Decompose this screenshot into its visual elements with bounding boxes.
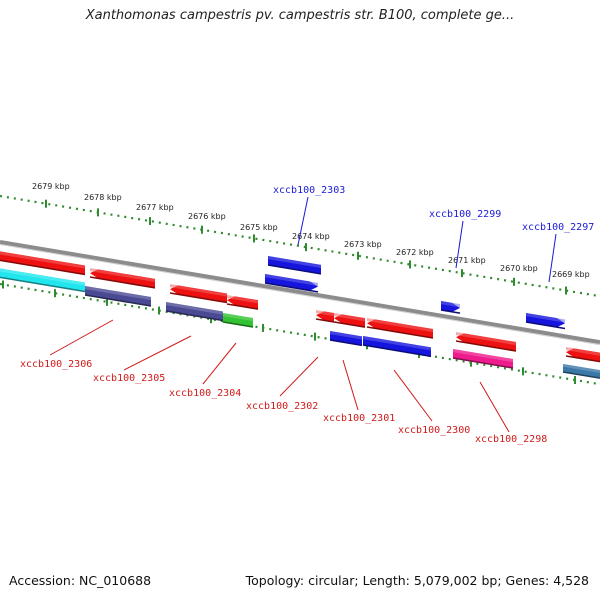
- gene-xccb100-2306b: [0, 268, 86, 293]
- scale-label: 2672 kbp: [396, 248, 434, 257]
- label-xccb100-2300: xccb100_2300: [398, 425, 470, 436]
- scale-label: 2678 kbp: [84, 193, 122, 202]
- label-xccb100-2303: xccb100_2303: [273, 185, 345, 196]
- gene-xccb100-2301a: [333, 313, 366, 328]
- gene-xccb100-2303a: [267, 256, 322, 275]
- label-xccb100-2297: xccb100_2297: [522, 222, 594, 233]
- label-xccb100-2306: xccb100_2306: [20, 359, 92, 370]
- gene-xccb100-2305a: [89, 268, 156, 289]
- scale-label: 2677 kbp: [136, 203, 174, 212]
- label-xccb100-2304-leader: [202, 342, 237, 385]
- gene-xccb100-2303b: [264, 274, 319, 293]
- label-xccb100-2306-leader: [49, 319, 114, 356]
- genome-backbone-highlight: [0, 244, 600, 346]
- genome-summary-text: Topology: circular; Length: 5,079,002 bp…: [245, 573, 589, 588]
- gene-xccb100-2298b: [452, 349, 514, 369]
- label-xccb100-2297-leader: [548, 233, 557, 283]
- gene-xccb100-2300a: [366, 318, 434, 339]
- gene-xccb100-2296: [565, 347, 600, 363]
- label-xccb100-2305: xccb100_2305: [93, 373, 165, 384]
- scale-label: 2679 kbp: [32, 182, 70, 191]
- gene-xccb100-2304a: [169, 284, 228, 304]
- scale-label: 2675 kbp: [240, 223, 278, 232]
- label-xccb100-2300-leader: [393, 369, 433, 422]
- label-xccb100-2302: xccb100_2302: [246, 401, 318, 412]
- gene-xccb100-2306a: [0, 251, 86, 276]
- map-title: Xanthomonas campestris pv. campestris st…: [85, 8, 515, 23]
- label-xccb100-2301: xccb100_2301: [323, 413, 395, 424]
- gene-xccb100-2300b: [362, 336, 432, 358]
- label-xccb100-2299: xccb100_2299: [429, 209, 501, 220]
- gene-xccb100-2302: [315, 310, 335, 323]
- label-xccb100-2298-leader: [479, 381, 510, 433]
- accession-text: Accession: NC_010688: [9, 573, 152, 588]
- genome-backbone: [0, 240, 600, 345]
- label-xccb100-2304: xccb100_2304: [169, 388, 241, 399]
- label-xccb100-2305-leader: [123, 335, 192, 371]
- label-xccb100-2301-leader: [342, 359, 359, 411]
- gene-xccb100-2298a: [455, 332, 517, 352]
- label-xccb100-2302-leader: [279, 356, 319, 397]
- label-xccb100-2298: xccb100_2298: [475, 434, 547, 445]
- scale-label: 2669 kbp: [552, 270, 590, 279]
- gene-xccb100-2304b: [226, 295, 259, 310]
- scale-label: 2676 kbp: [188, 212, 226, 221]
- label-xccb100-2299-leader: [455, 220, 464, 269]
- scale-label: 2673 kbp: [344, 240, 382, 249]
- scale-label: 2674 kbp: [292, 232, 330, 241]
- scale-label: 2670 kbp: [500, 264, 538, 273]
- gene-xccb100-2304d: [222, 313, 254, 328]
- label-xccb100-2303-leader: [297, 196, 309, 246]
- scale-label: 2671 kbp: [448, 256, 486, 265]
- gene-xccb100-2305b: [84, 286, 152, 307]
- gene-xccb100-2299: [440, 301, 461, 314]
- gene-xccb100-2304c: [165, 302, 224, 322]
- gene-steel-partial: [562, 364, 600, 379]
- gene-xccb100-2301b: [329, 331, 363, 347]
- gene-xccb100-2297: [525, 313, 566, 330]
